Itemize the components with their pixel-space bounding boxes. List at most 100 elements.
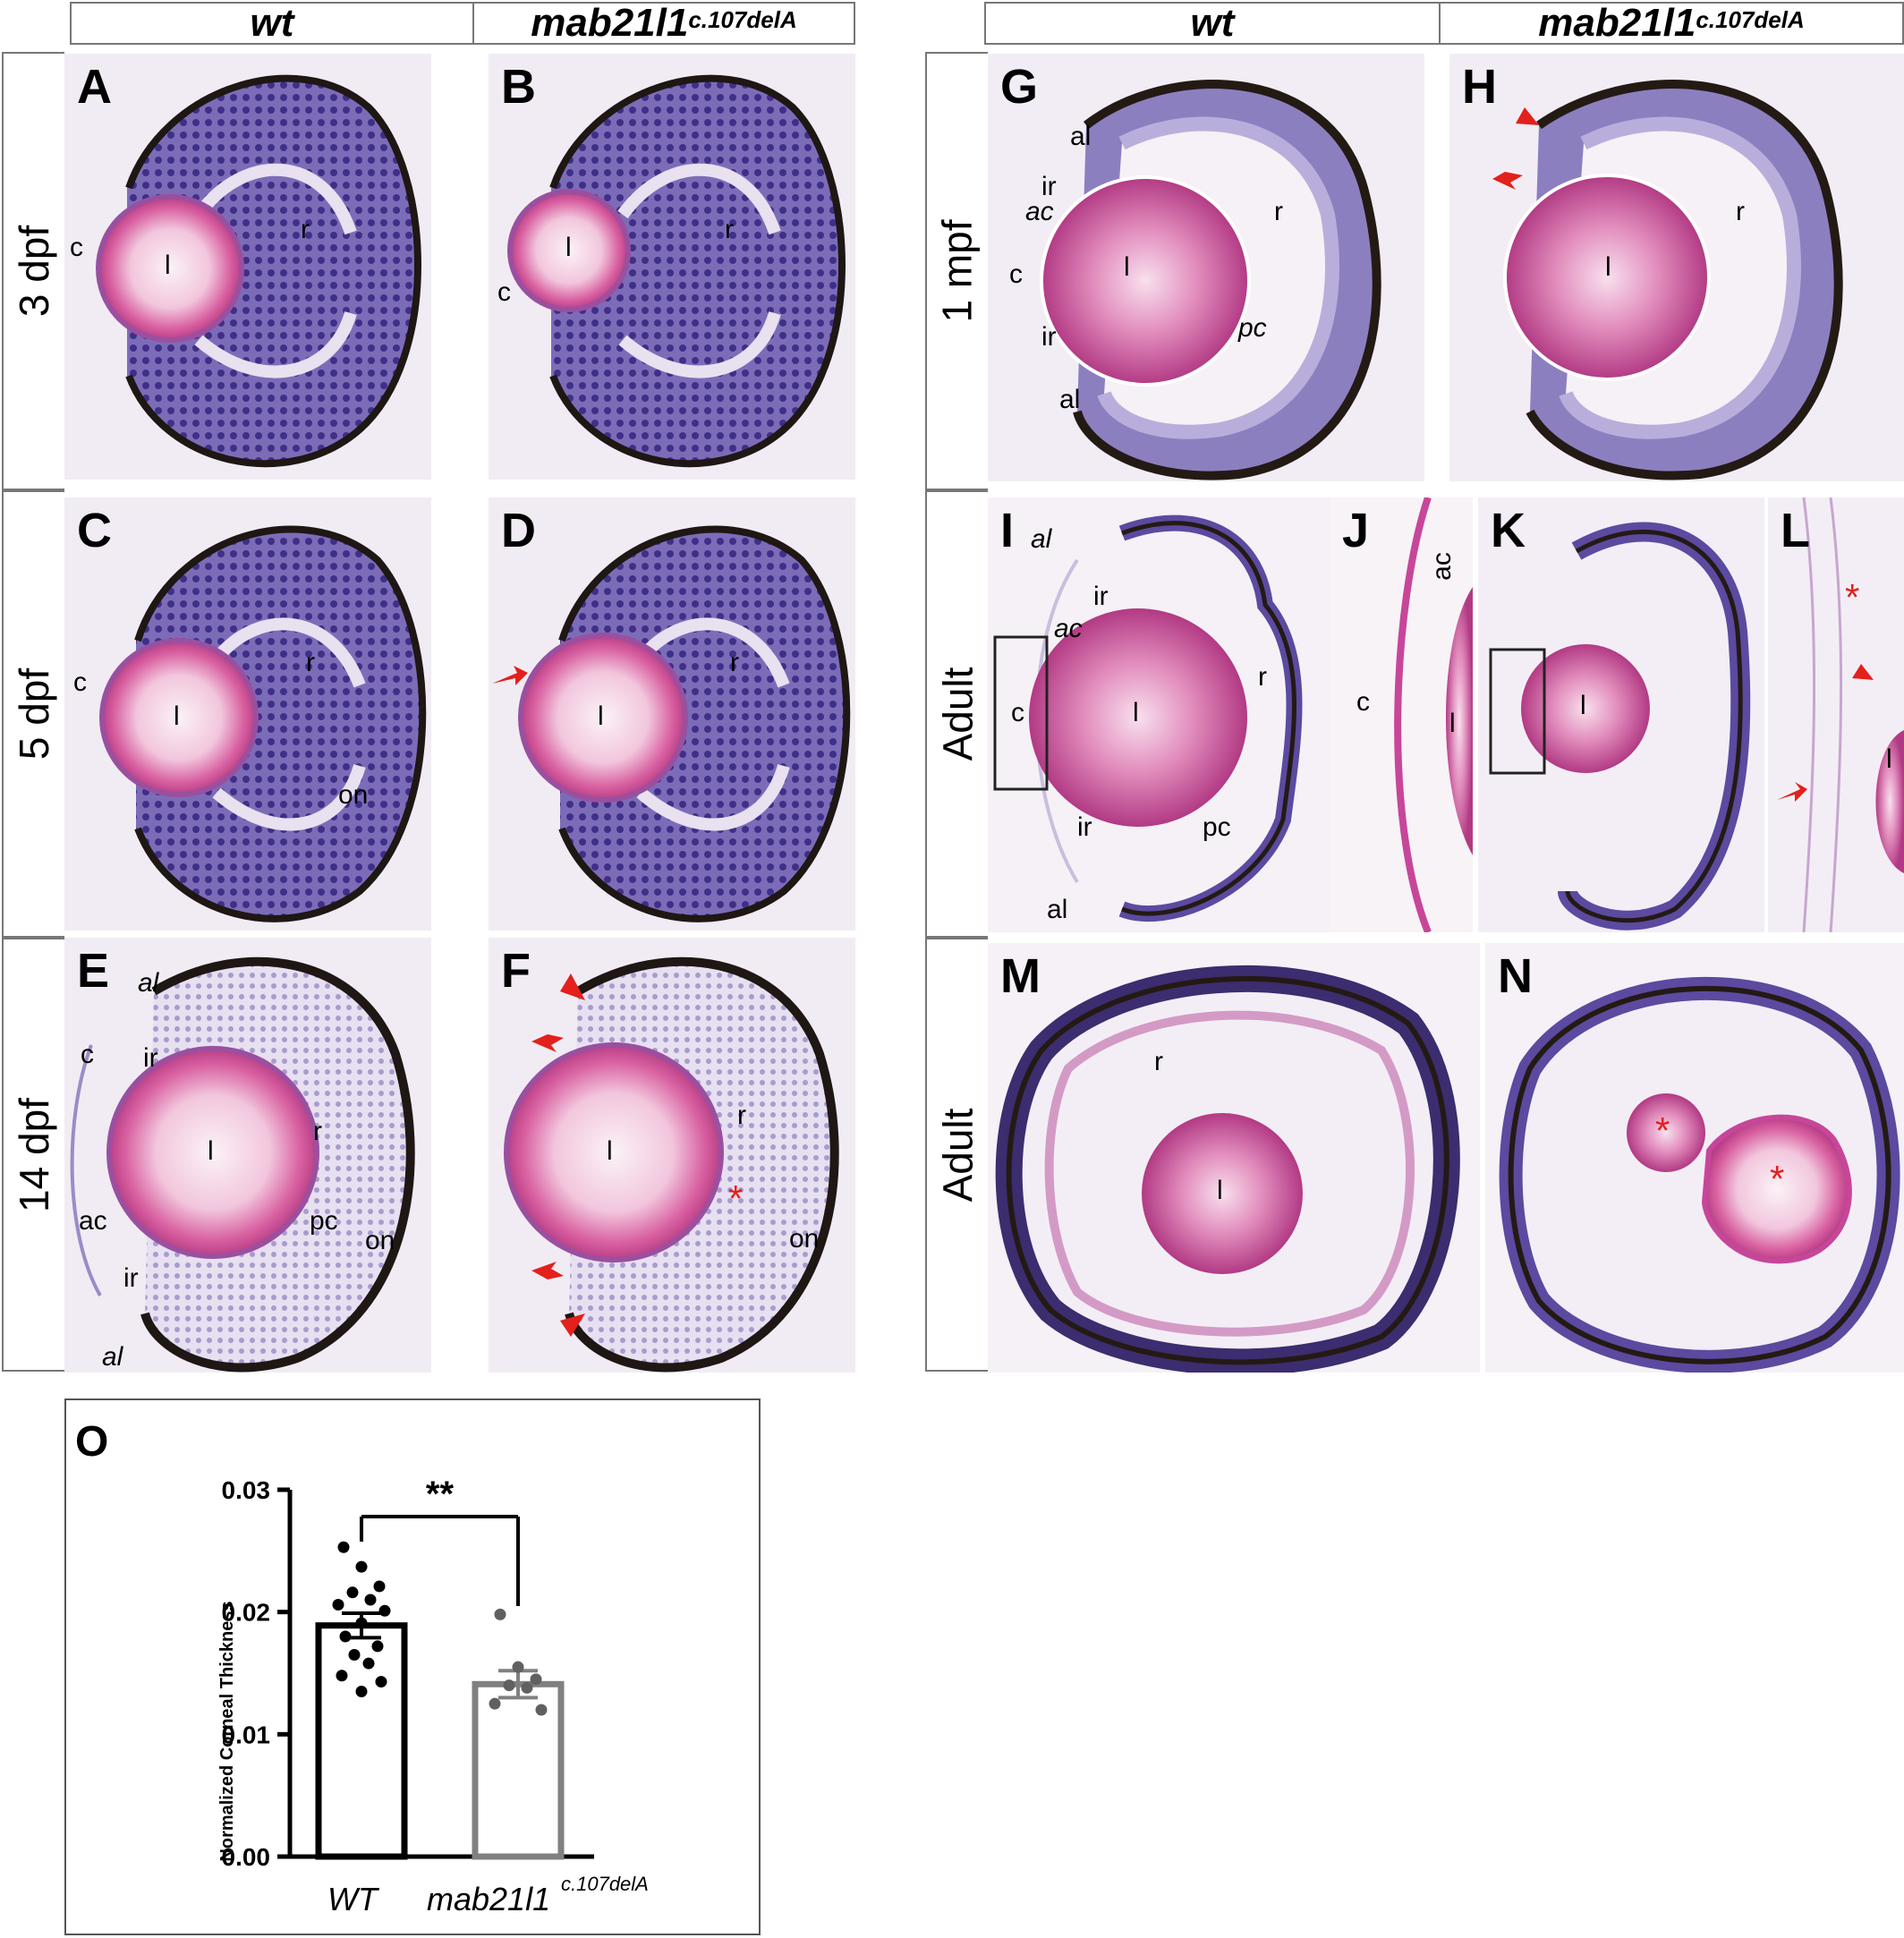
header-mutant-left-label: mab21l1 [531, 1, 689, 45]
panel-n-letter: N [1498, 949, 1533, 1003]
bar [472, 1680, 565, 1860]
panel-c-letter: C [77, 504, 112, 557]
panel-c: C c l r on [64, 497, 431, 931]
panel-c-label-on: on [338, 780, 369, 810]
row-label-adult-2: Adult [925, 938, 988, 1372]
chart-panel-letter: O [75, 1418, 108, 1466]
panel-g-letter: G [1000, 60, 1039, 114]
panel-b-label-c: c [497, 277, 511, 307]
data-point [521, 1681, 533, 1694]
panel-f-label-r: r [737, 1101, 746, 1130]
panel-g-label-c: c [1009, 259, 1023, 289]
panel-f: F l r on * [489, 938, 855, 1373]
header-mutant-right: mab21l1 c.107delA [1439, 1, 1904, 45]
panel-j: J ac c l [1330, 497, 1473, 932]
data-point [489, 1697, 501, 1710]
row-label-1mpf: 1 mpf [925, 52, 988, 490]
panel-e-label-c: c [81, 1040, 94, 1069]
panel-g-label-al-bottom: al [1059, 385, 1081, 414]
panel-f-label-on: on [789, 1224, 820, 1254]
data-point [332, 1598, 344, 1611]
panel-b-letter: B [501, 60, 536, 114]
panel-n-asterisk-2: * [1770, 1158, 1785, 1200]
y-tick-label: 0.00 [222, 1843, 271, 1871]
data-point [346, 1586, 359, 1599]
panel-d-label-l: l [598, 701, 604, 731]
panel-l: L * l [1768, 497, 1904, 932]
panel-f-asterisk: * [728, 1177, 744, 1220]
panel-b-label-l: l [565, 233, 572, 262]
panel-e-label-l: l [208, 1136, 214, 1166]
panel-d: D l r [489, 497, 855, 931]
significance-stars: ** [426, 1475, 455, 1514]
y-tick-label: 0.02 [222, 1599, 271, 1627]
bar [315, 1622, 408, 1860]
panel-i-label-ir-top: ir [1093, 582, 1109, 611]
panel-j-label-ac: ac [1426, 552, 1457, 581]
data-point [348, 1649, 361, 1661]
panel-l-letter: L [1781, 504, 1810, 557]
header-wt-right-label: wt [1190, 1, 1235, 45]
row-label-14dpf: 14 dpf [2, 938, 64, 1372]
panel-h-letter: H [1462, 60, 1497, 114]
data-point [535, 1704, 548, 1716]
panel-b-label-r: r [725, 215, 734, 244]
panel-d-letter: D [501, 504, 536, 557]
x-tick-label-sup: c.107delA [561, 1873, 649, 1895]
panel-m-letter: M [1000, 949, 1041, 1003]
panel-a-label-r: r [301, 215, 310, 244]
data-point [337, 1541, 350, 1553]
header-mutant-right-sup: c.107delA [1696, 5, 1805, 33]
row-label-3dpf: 3 dpf [2, 52, 64, 490]
data-point [355, 1686, 368, 1697]
panel-j-letter: J [1342, 504, 1370, 557]
panel-l-asterisk: * [1845, 576, 1860, 618]
panel-g-label-pc: pc [1238, 313, 1267, 343]
panel-e: E al ir c l r ac pc on ir al [64, 938, 431, 1373]
chart-panel-o: O Normalized Corneal Thickness 0.00 0.01 0… [64, 1398, 761, 1935]
panel-a: A c l r [64, 54, 431, 480]
panel-d-label-r: r [730, 648, 739, 677]
panel-m: M r l [988, 943, 1480, 1373]
row-label-adult-1: Adult [925, 490, 988, 938]
panel-c-label-c: c [73, 667, 87, 697]
panel-i-label-ir-bottom: ir [1077, 812, 1092, 842]
panel-b: B c l r [489, 54, 855, 480]
panel-h: H l r [1449, 54, 1904, 481]
data-point [371, 1640, 384, 1653]
panel-e-label-ac: ac [79, 1206, 107, 1236]
panel-e-label-pc: pc [310, 1206, 338, 1236]
data-point [364, 1594, 377, 1606]
panel-f-label-l: l [607, 1136, 613, 1166]
panel-n: N * * [1485, 943, 1904, 1373]
panel-k-letter: K [1491, 504, 1526, 557]
panel-i: I al ir ac c l r pc ir al [988, 497, 1330, 932]
panel-i-label-r: r [1258, 662, 1267, 692]
panel-a-label-l: l [165, 251, 171, 280]
header-mutant-left: mab21l1 c.107delA [472, 1, 855, 45]
chart-ylabel: Normalized Corneal Thickness [217, 1601, 237, 1861]
data-point [355, 1617, 368, 1629]
panel-i-label-al-bottom: al [1047, 895, 1068, 924]
data-point [373, 1580, 386, 1593]
data-point [355, 1560, 368, 1573]
panel-k: K l [1478, 497, 1764, 932]
header-mutant-left-sup: c.107delA [688, 5, 797, 33]
panel-i-label-ac: ac [1054, 614, 1083, 643]
panel-a-label-c: c [70, 233, 83, 262]
y-tick-label: 0.01 [222, 1721, 271, 1748]
x-tick-label: WT [327, 1881, 380, 1917]
data-point [362, 1657, 375, 1670]
panel-l-label-l: l [1886, 744, 1892, 774]
panel-e-letter: E [77, 944, 110, 998]
data-point [336, 1670, 348, 1682]
header-wt-right: wt [984, 1, 1441, 45]
panel-g-label-ac: ac [1025, 197, 1054, 226]
x-tick-label: mab21l1 [427, 1881, 550, 1917]
header-wt-left: wt [70, 1, 474, 45]
panel-c-label-l: l [174, 701, 180, 731]
data-point [378, 1604, 391, 1617]
panel-i-label-l: l [1133, 698, 1139, 727]
panel-c-label-r: r [306, 648, 315, 677]
bar-chart: O Normalized Corneal Thickness 0.00 0.01 0… [75, 1418, 649, 1917]
